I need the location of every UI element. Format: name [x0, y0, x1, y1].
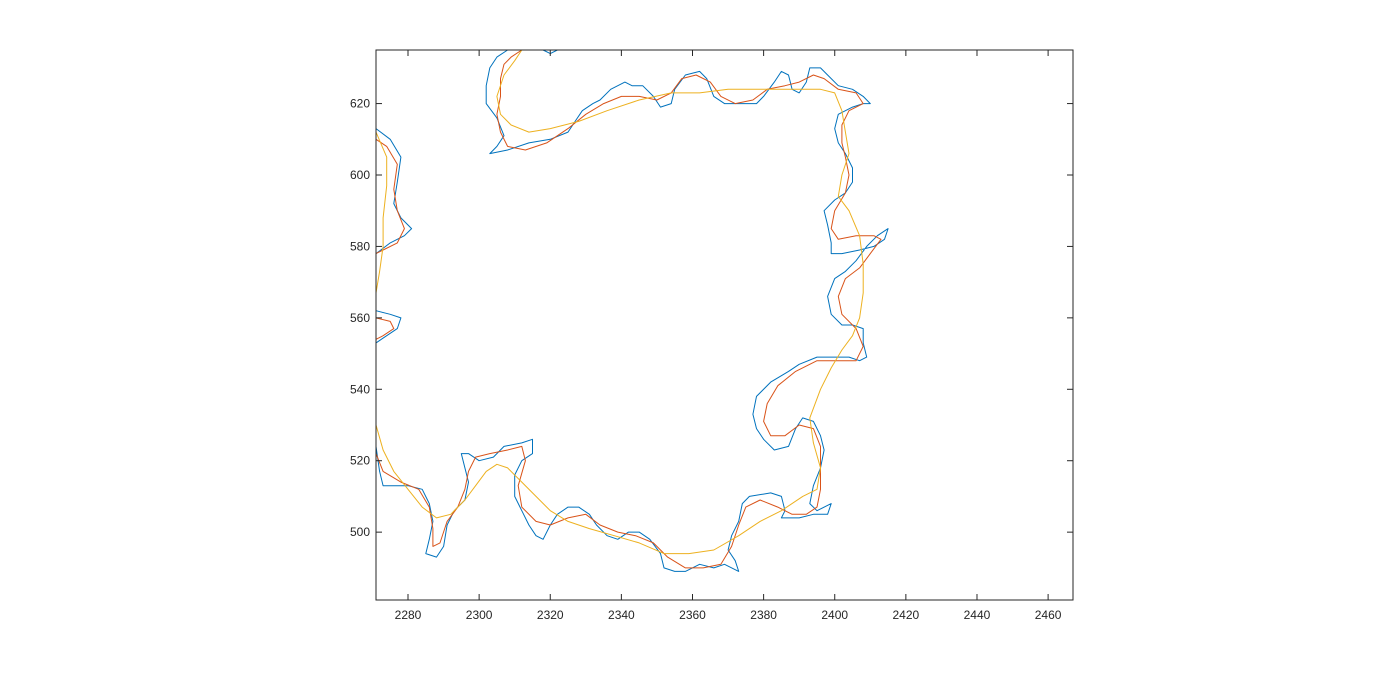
- x-tick-label: 2300: [466, 608, 493, 622]
- x-tick-label: 2360: [679, 608, 706, 622]
- y-tick-label: 520: [350, 454, 370, 468]
- x-tick-label: 2400: [821, 608, 848, 622]
- x-tick-label: 2280: [395, 608, 422, 622]
- y-tick-label: 580: [350, 239, 370, 253]
- x-tick-label: 2440: [964, 608, 991, 622]
- x-tick-label: 2380: [750, 608, 777, 622]
- series-2-line-segment-1: [375, 138, 405, 255]
- x-tick-label: 2460: [1035, 608, 1062, 622]
- axes: 2280 2300 2320 2340 2360 2380 2400 2420 2440 2460…: [350, 49, 1074, 622]
- series-3-line-segment-1: [375, 131, 388, 293]
- series-lines: [375, 49, 889, 572]
- x-tick-label: 2320: [537, 608, 564, 622]
- y-tick-label: 600: [350, 168, 370, 182]
- y-tick-label: 540: [350, 382, 370, 396]
- axes-box: [375, 49, 1074, 601]
- x-tick-label: 2420: [893, 608, 920, 622]
- series-3-line-segment-2: [375, 49, 864, 555]
- series-1-line-segment-2: [375, 310, 402, 344]
- x-tick-label: 2340: [608, 608, 635, 622]
- series-2-line-segment-2: [375, 317, 395, 340]
- series-1-line-segment-3: [375, 49, 889, 572]
- x-axis-ticks: 2280 2300 2320 2340 2360 2380 2400 2420 2440 2460: [395, 50, 1062, 622]
- series-2-line-segment-3: [375, 49, 882, 569]
- y-tick-label: 500: [350, 525, 370, 539]
- y-tick-label: 620: [350, 97, 370, 111]
- y-axis-ticks: 500 520 540 560 580 600 620: [350, 97, 1073, 539]
- y-tick-label: 560: [350, 311, 370, 325]
- plot-area: [376, 50, 1073, 600]
